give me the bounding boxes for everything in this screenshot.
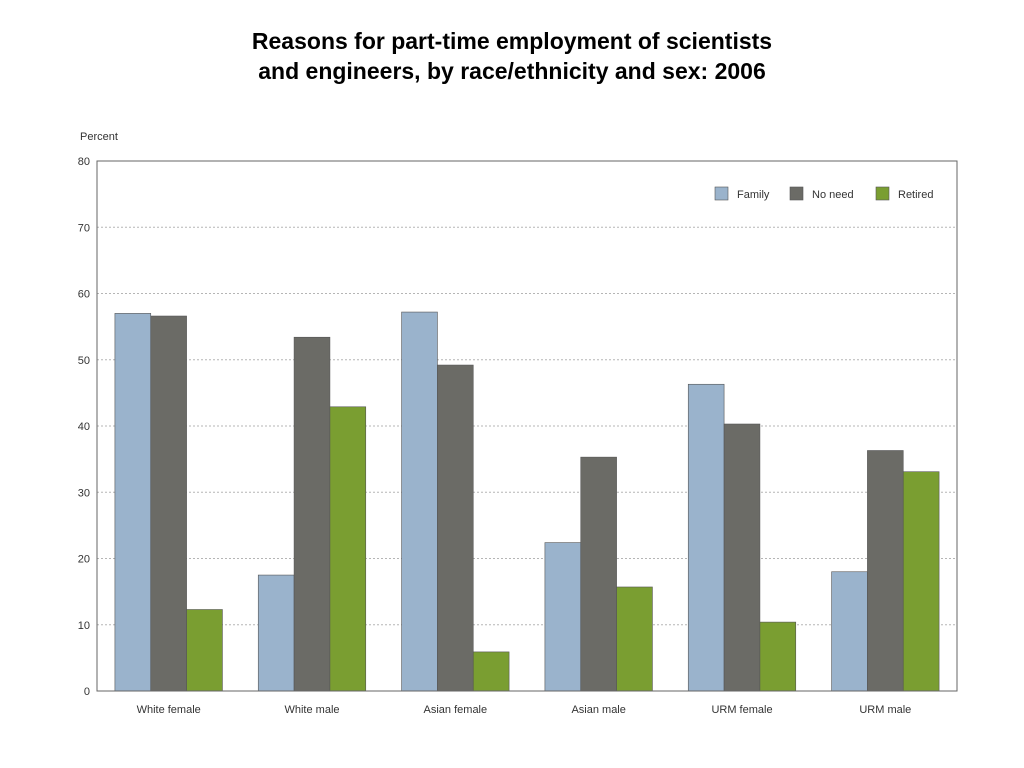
x-axis-categories: White female White male Asian female Asian … bbox=[137, 704, 912, 716]
bars bbox=[114, 311, 940, 692]
x-category-label: URM male bbox=[859, 704, 911, 716]
y-tick-label: 10 bbox=[78, 620, 90, 632]
bar-family bbox=[544, 542, 582, 692]
x-category-label: Asian female bbox=[424, 704, 488, 716]
legend-swatch bbox=[714, 186, 729, 201]
bar-no-need bbox=[867, 450, 904, 692]
y-tick-label: 40 bbox=[78, 421, 90, 433]
bar-retired bbox=[759, 621, 797, 692]
gridlines bbox=[97, 226, 957, 626]
y-tick-label: 30 bbox=[78, 487, 90, 499]
chart-title-line-2: and engineers, by race/ethnicity and sex… bbox=[258, 58, 766, 84]
plot-frame bbox=[96, 160, 958, 692]
chart-title-line-1: Reasons for part-time employment of scie… bbox=[251, 28, 773, 54]
bar-no-need bbox=[437, 364, 474, 692]
bar-retired bbox=[186, 609, 223, 692]
y-tick-label: 50 bbox=[78, 355, 90, 367]
y-tick-label: 60 bbox=[78, 289, 90, 301]
bar-family bbox=[257, 574, 295, 692]
y-tick-label: 80 bbox=[78, 156, 90, 168]
x-category-label: White male bbox=[284, 704, 339, 716]
bar-retired bbox=[472, 651, 510, 692]
legend: Family No need Retired bbox=[714, 186, 933, 201]
y-tick-label: 70 bbox=[78, 222, 90, 234]
legend-label: Family bbox=[737, 189, 770, 201]
bar-family bbox=[687, 383, 725, 692]
bar-family bbox=[114, 313, 152, 692]
bar-retired bbox=[902, 471, 940, 692]
x-category-label: Asian male bbox=[571, 704, 625, 716]
bar-no-need bbox=[150, 315, 187, 692]
x-category-label: URM female bbox=[711, 704, 772, 716]
bar-family bbox=[831, 571, 868, 692]
legend-swatch bbox=[789, 186, 804, 201]
bar-no-need bbox=[580, 456, 617, 692]
bar-retired bbox=[329, 406, 367, 692]
legend-swatch bbox=[875, 186, 890, 201]
legend-label: Retired bbox=[898, 189, 933, 201]
x-category-label: White female bbox=[137, 704, 201, 716]
bar-no-need bbox=[723, 423, 761, 692]
bar-retired bbox=[616, 586, 653, 692]
y-tick-label: 0 bbox=[84, 686, 90, 698]
y-tick-label: 20 bbox=[78, 554, 90, 566]
bar-no-need bbox=[293, 336, 331, 692]
bar-family bbox=[401, 311, 438, 692]
legend-label: No need bbox=[812, 189, 854, 201]
chart-title: Reasons for part-time employment of scie… bbox=[0, 26, 1024, 86]
y-axis-ticks: 0 10 20 30 40 50 60 70 80 bbox=[78, 156, 90, 698]
y-axis-label: Percent bbox=[80, 131, 118, 143]
